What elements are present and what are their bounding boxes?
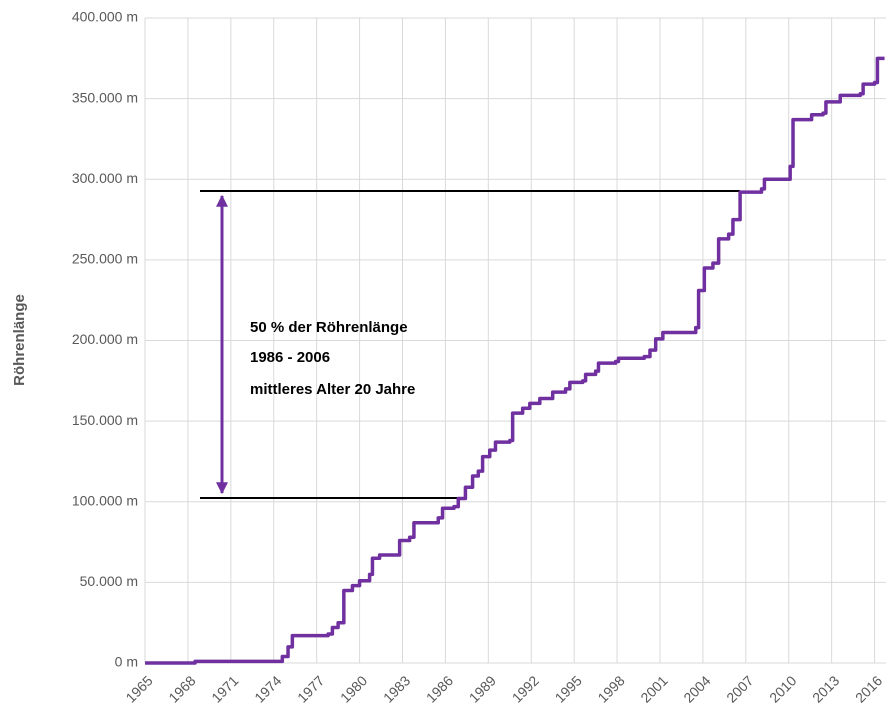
y-tick-label: 150.000 m: [72, 412, 138, 428]
y-tick-label: 350.000 m: [72, 89, 138, 105]
y-tick-label: 200.000 m: [72, 331, 138, 347]
x-tick-label: 1995: [552, 672, 585, 705]
x-tick-label: 1989: [466, 672, 499, 705]
annotation: 1986 - 2006: [250, 349, 330, 366]
x-tick-label: 2013: [809, 672, 842, 705]
x-tick-label: 1980: [337, 672, 370, 705]
y-tick-label: 50.000 m: [80, 573, 138, 589]
x-tick-label: 2016: [852, 672, 885, 705]
x-tick-label: 2004: [680, 672, 713, 705]
x-tick-label: 1965: [122, 672, 155, 705]
y-tick-label: 250.000 m: [72, 251, 138, 267]
x-tick-label: 1983: [380, 672, 413, 705]
x-tick-label: 2001: [637, 672, 670, 705]
x-tick-label: 1977: [294, 672, 327, 705]
x-tick-label: 2007: [723, 672, 756, 705]
y-tick-label: 0 m: [115, 654, 138, 670]
x-tick-label: 1992: [509, 672, 542, 705]
annotation: 50 % der Röhrenlänge: [250, 319, 408, 336]
y-axis-title: Röhrenlänge: [11, 294, 28, 386]
annotation: mittleres Alter 20 Jahre: [250, 381, 415, 398]
x-tick-label: 1971: [208, 672, 241, 705]
y-tick-label: 400.000 m: [72, 9, 138, 25]
x-tick-label: 2010: [766, 672, 799, 705]
grid: [144, 17, 886, 664]
x-tick-label: 1998: [594, 672, 627, 705]
x-tick-label: 1968: [165, 672, 198, 705]
y-tick-label: 100.000 m: [72, 492, 138, 508]
data-line: [145, 56, 885, 665]
y-tick-label: 300.000 m: [72, 170, 138, 186]
x-tick-label: 1974: [251, 672, 284, 705]
x-tick-label: 1986: [423, 672, 456, 705]
